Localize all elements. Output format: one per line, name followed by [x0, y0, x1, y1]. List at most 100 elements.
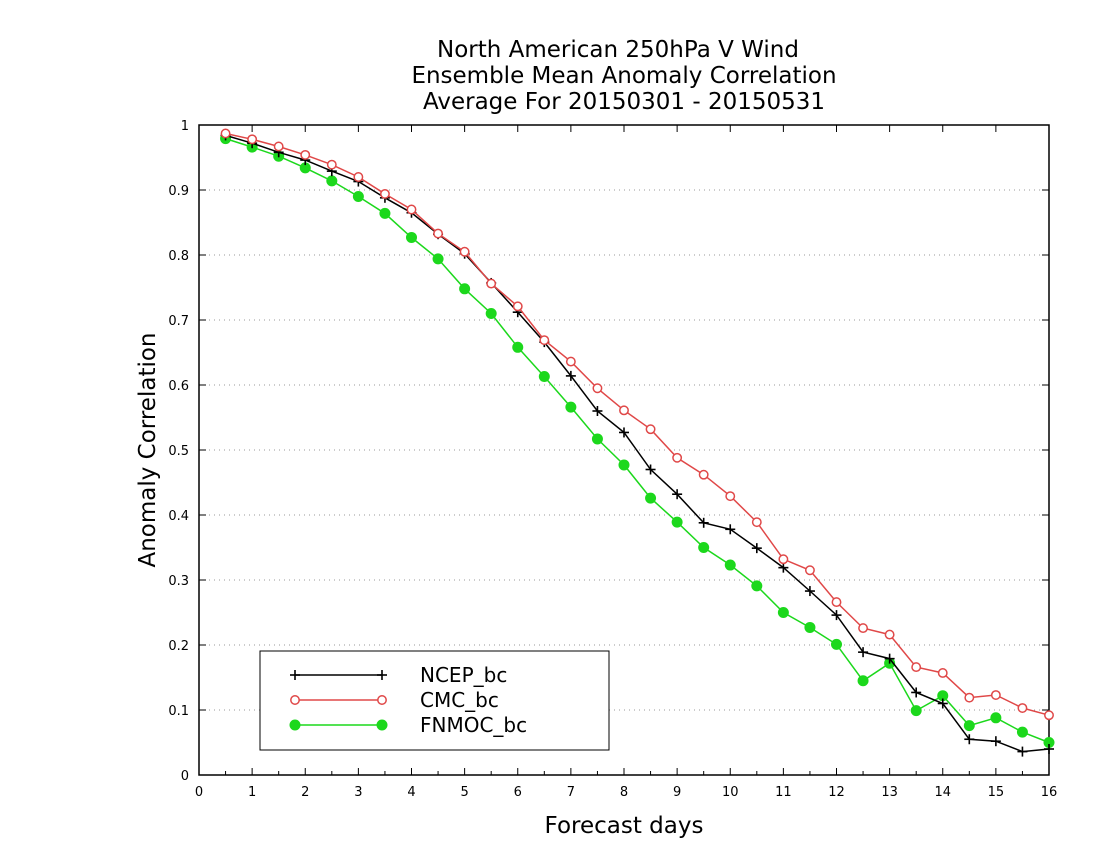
data-point [565, 401, 577, 413]
data-point [619, 427, 629, 438]
data-point [247, 134, 258, 145]
data-point [485, 308, 497, 319]
data-point [645, 424, 656, 435]
data-point [1017, 703, 1028, 713]
x-tick-label: 8 [620, 785, 628, 800]
data-point [963, 720, 975, 732]
data-point [858, 647, 869, 658]
data-point [352, 191, 364, 202]
data-point [379, 188, 390, 199]
data-point [698, 517, 709, 528]
data-point [591, 433, 603, 445]
data-point [512, 301, 523, 312]
y-tick-label: 0.8 [168, 249, 189, 264]
data-point [964, 692, 975, 703]
series-FNMOC_bc [220, 133, 1055, 748]
data-point [433, 228, 444, 239]
y-tick-label: 0.1 [168, 704, 189, 719]
series-line [225, 132, 1050, 716]
y-tick-label: 0.7 [168, 314, 189, 329]
data-point [698, 542, 710, 553]
chart-title-line-2: Ensemble Mean Anomaly Correlation [411, 63, 836, 89]
data-point [220, 128, 231, 139]
data-point [1044, 710, 1054, 721]
data-point [884, 653, 895, 664]
legend-marker [289, 719, 301, 731]
y-tick-label: 0.6 [168, 379, 189, 394]
data-point [592, 383, 603, 394]
y-tick-label: 0 [181, 769, 189, 784]
x-tick-label: 9 [673, 785, 681, 800]
data-point [831, 638, 842, 650]
y-tick-label: 0.9 [168, 184, 189, 199]
legend-marker [377, 695, 387, 705]
legend-label: FNMOC_bc [420, 713, 527, 737]
data-point [831, 610, 842, 621]
data-point [326, 175, 338, 187]
data-point [857, 675, 869, 687]
data-point [751, 517, 762, 528]
x-tick-label: 7 [567, 785, 575, 800]
data-point [990, 712, 1002, 724]
data-point [459, 246, 470, 257]
x-tick-label: 5 [460, 785, 468, 800]
legend-entry: NCEP_bc [290, 663, 507, 687]
x-tick-label: 1 [248, 785, 256, 800]
data-point [990, 736, 1001, 747]
x-tick-label: 11 [775, 785, 792, 800]
data-point [486, 278, 497, 289]
x-tick-label: 3 [354, 785, 362, 800]
data-point [778, 562, 789, 573]
legend-entry: FNMOC_bc [289, 713, 527, 737]
legend-entry: CMC_bc [290, 688, 499, 712]
data-point [672, 452, 683, 463]
data-point [937, 668, 948, 678]
legend-marker [376, 719, 388, 731]
y-tick-label: 1 [181, 119, 189, 134]
chart-title-line-1: North American 250hPa V Wind [437, 37, 799, 63]
data-point [459, 283, 471, 295]
x-tick-label: 14 [934, 785, 951, 800]
data-point [273, 141, 284, 152]
data-point [804, 586, 815, 597]
y-tick-label: 0.5 [168, 444, 189, 459]
series-layer [220, 128, 1055, 757]
y-tick-label: 0.2 [168, 639, 189, 654]
series-CMC_bc [220, 128, 1054, 721]
data-point [539, 335, 550, 346]
data-point [565, 370, 576, 381]
legend-marker [377, 670, 387, 680]
data-point [725, 491, 736, 502]
data-point [725, 524, 736, 535]
data-point [911, 662, 922, 673]
data-point [911, 687, 922, 698]
data-point [778, 554, 789, 565]
data-point [698, 469, 709, 480]
data-point [1044, 744, 1054, 754]
data-point [990, 690, 1001, 700]
data-point [751, 543, 762, 554]
data-point [645, 464, 656, 475]
x-tick-label: 13 [881, 785, 898, 800]
data-point [565, 356, 576, 367]
data-point [804, 565, 815, 576]
y-tick-label: 0.3 [168, 574, 189, 589]
data-point [353, 172, 364, 182]
data-point [1016, 726, 1028, 738]
data-point [645, 492, 657, 504]
x-tick-label: 16 [1041, 785, 1058, 800]
data-point [751, 580, 763, 592]
x-axis-title: Forecast days [545, 813, 704, 839]
axis-ticks: 00.10.20.30.40.50.60.70.80.910 1 2 3 4 5 6 7 8 9 1… [168, 119, 1057, 800]
legend-marker [290, 670, 300, 680]
x-tick-label: 10 [722, 785, 739, 800]
data-point [406, 204, 417, 215]
data-point [432, 253, 444, 265]
x-tick-label: 15 [988, 785, 1005, 800]
legend-label: NCEP_bc [420, 663, 507, 687]
data-point [937, 698, 948, 709]
x-tick-label: 6 [514, 785, 522, 800]
data-point [512, 341, 524, 353]
data-point [858, 623, 869, 634]
data-point [777, 607, 789, 618]
